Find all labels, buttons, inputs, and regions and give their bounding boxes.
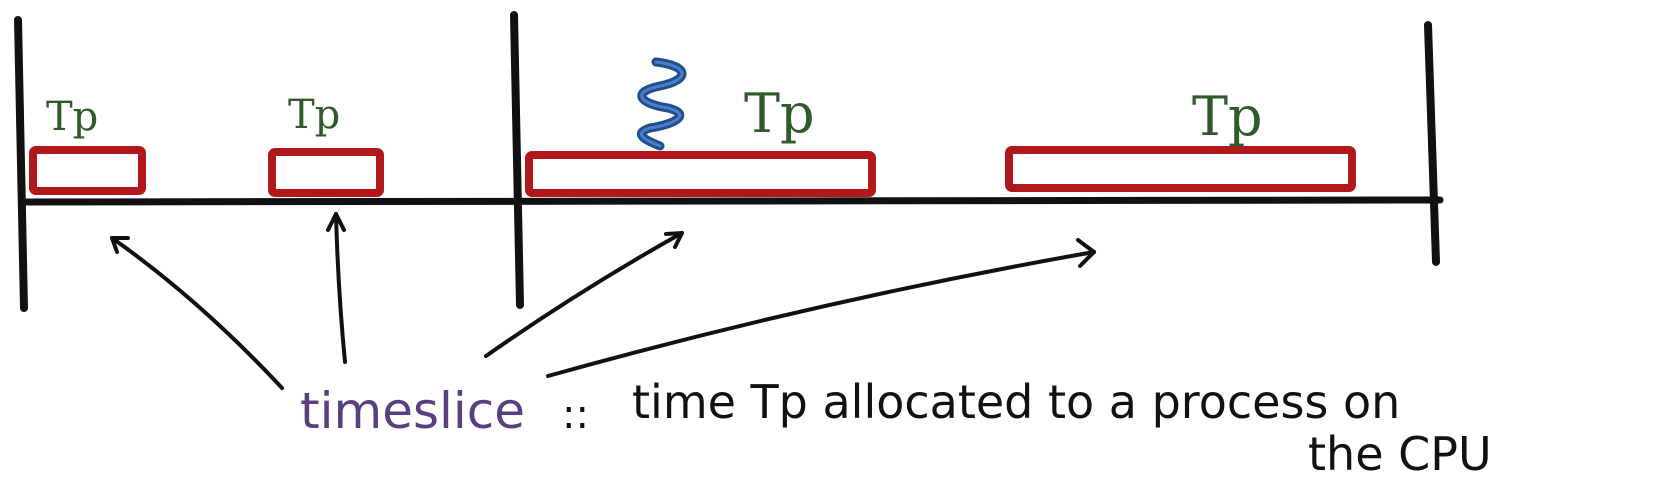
tp-label-3: Tp: [744, 82, 815, 145]
tp-label-1: Tp: [46, 94, 98, 140]
timeline-axis: [20, 196, 1444, 206]
timeslice-box-3: [525, 151, 876, 197]
timeslice-box-1: [29, 146, 146, 195]
tp-label-2: Tp: [288, 92, 340, 138]
timeslice-box-4: [1005, 146, 1356, 192]
arrow-to-slice-4: [546, 238, 1096, 378]
boundary-mark-left: [14, 16, 28, 312]
arrow-to-slice-2: [326, 212, 347, 364]
arrow-to-slice-3: [484, 231, 684, 358]
timeslice-box-2: [268, 148, 384, 197]
wavy-line-icon-highlight: [640, 60, 684, 148]
tp-label-4: Tp: [1192, 85, 1263, 148]
boundary-mark-middle: [510, 11, 524, 309]
caption-definition-line1: time Tp allocated to a process on: [632, 375, 1400, 429]
arrow-to-slice-1: [110, 236, 284, 390]
caption-separator: ::: [562, 392, 589, 438]
caption-definition-line2: the CPU: [1308, 427, 1492, 481]
boundary-mark-right: [1424, 21, 1440, 266]
caption-term: timeslice: [300, 382, 525, 440]
